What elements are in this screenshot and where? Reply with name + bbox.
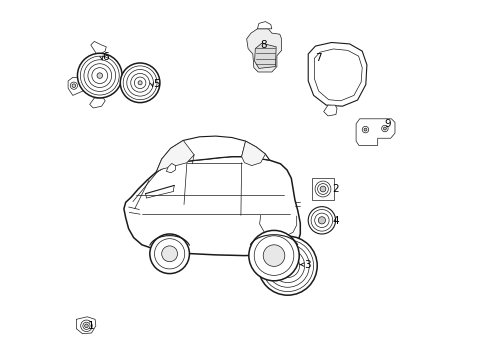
Circle shape	[307, 207, 335, 234]
Text: 4: 4	[332, 216, 339, 226]
Text: 2: 2	[332, 184, 339, 194]
Circle shape	[317, 184, 328, 194]
Text: 8: 8	[260, 40, 267, 50]
Polygon shape	[156, 136, 269, 172]
Circle shape	[310, 210, 332, 231]
Circle shape	[77, 53, 122, 98]
Polygon shape	[91, 41, 106, 53]
Circle shape	[381, 125, 387, 132]
Circle shape	[138, 81, 142, 85]
Circle shape	[162, 246, 177, 262]
Circle shape	[154, 239, 184, 269]
Circle shape	[314, 213, 328, 228]
Circle shape	[254, 236, 293, 275]
Polygon shape	[241, 141, 265, 166]
Polygon shape	[123, 157, 300, 256]
Circle shape	[84, 324, 88, 328]
Polygon shape	[166, 163, 175, 173]
Circle shape	[70, 82, 77, 89]
FancyBboxPatch shape	[311, 178, 333, 200]
Circle shape	[72, 84, 76, 87]
Polygon shape	[314, 49, 362, 101]
Text: 9: 9	[384, 119, 390, 129]
Circle shape	[362, 126, 368, 133]
Polygon shape	[89, 98, 105, 108]
Circle shape	[149, 234, 189, 274]
Polygon shape	[122, 68, 131, 81]
Text: 5: 5	[152, 78, 159, 89]
Polygon shape	[246, 29, 281, 72]
Text: 1: 1	[88, 321, 94, 331]
Polygon shape	[156, 140, 194, 172]
Circle shape	[383, 127, 386, 130]
Text: 7: 7	[314, 53, 321, 63]
Circle shape	[263, 245, 284, 266]
Circle shape	[314, 181, 330, 197]
Circle shape	[285, 263, 289, 268]
Circle shape	[82, 322, 90, 329]
Polygon shape	[323, 105, 336, 116]
Circle shape	[320, 186, 325, 192]
Polygon shape	[68, 77, 83, 95]
Polygon shape	[254, 43, 276, 68]
Circle shape	[334, 73, 339, 78]
Circle shape	[363, 128, 366, 131]
Circle shape	[318, 57, 355, 94]
Polygon shape	[76, 317, 96, 334]
Polygon shape	[257, 22, 271, 29]
Circle shape	[120, 63, 160, 103]
Circle shape	[248, 230, 299, 281]
Text: 3: 3	[303, 260, 310, 270]
Text: 6: 6	[102, 52, 109, 62]
Circle shape	[318, 217, 325, 224]
Polygon shape	[307, 42, 366, 106]
Polygon shape	[355, 119, 394, 145]
Circle shape	[97, 73, 102, 78]
Circle shape	[81, 320, 92, 332]
Circle shape	[258, 236, 317, 295]
